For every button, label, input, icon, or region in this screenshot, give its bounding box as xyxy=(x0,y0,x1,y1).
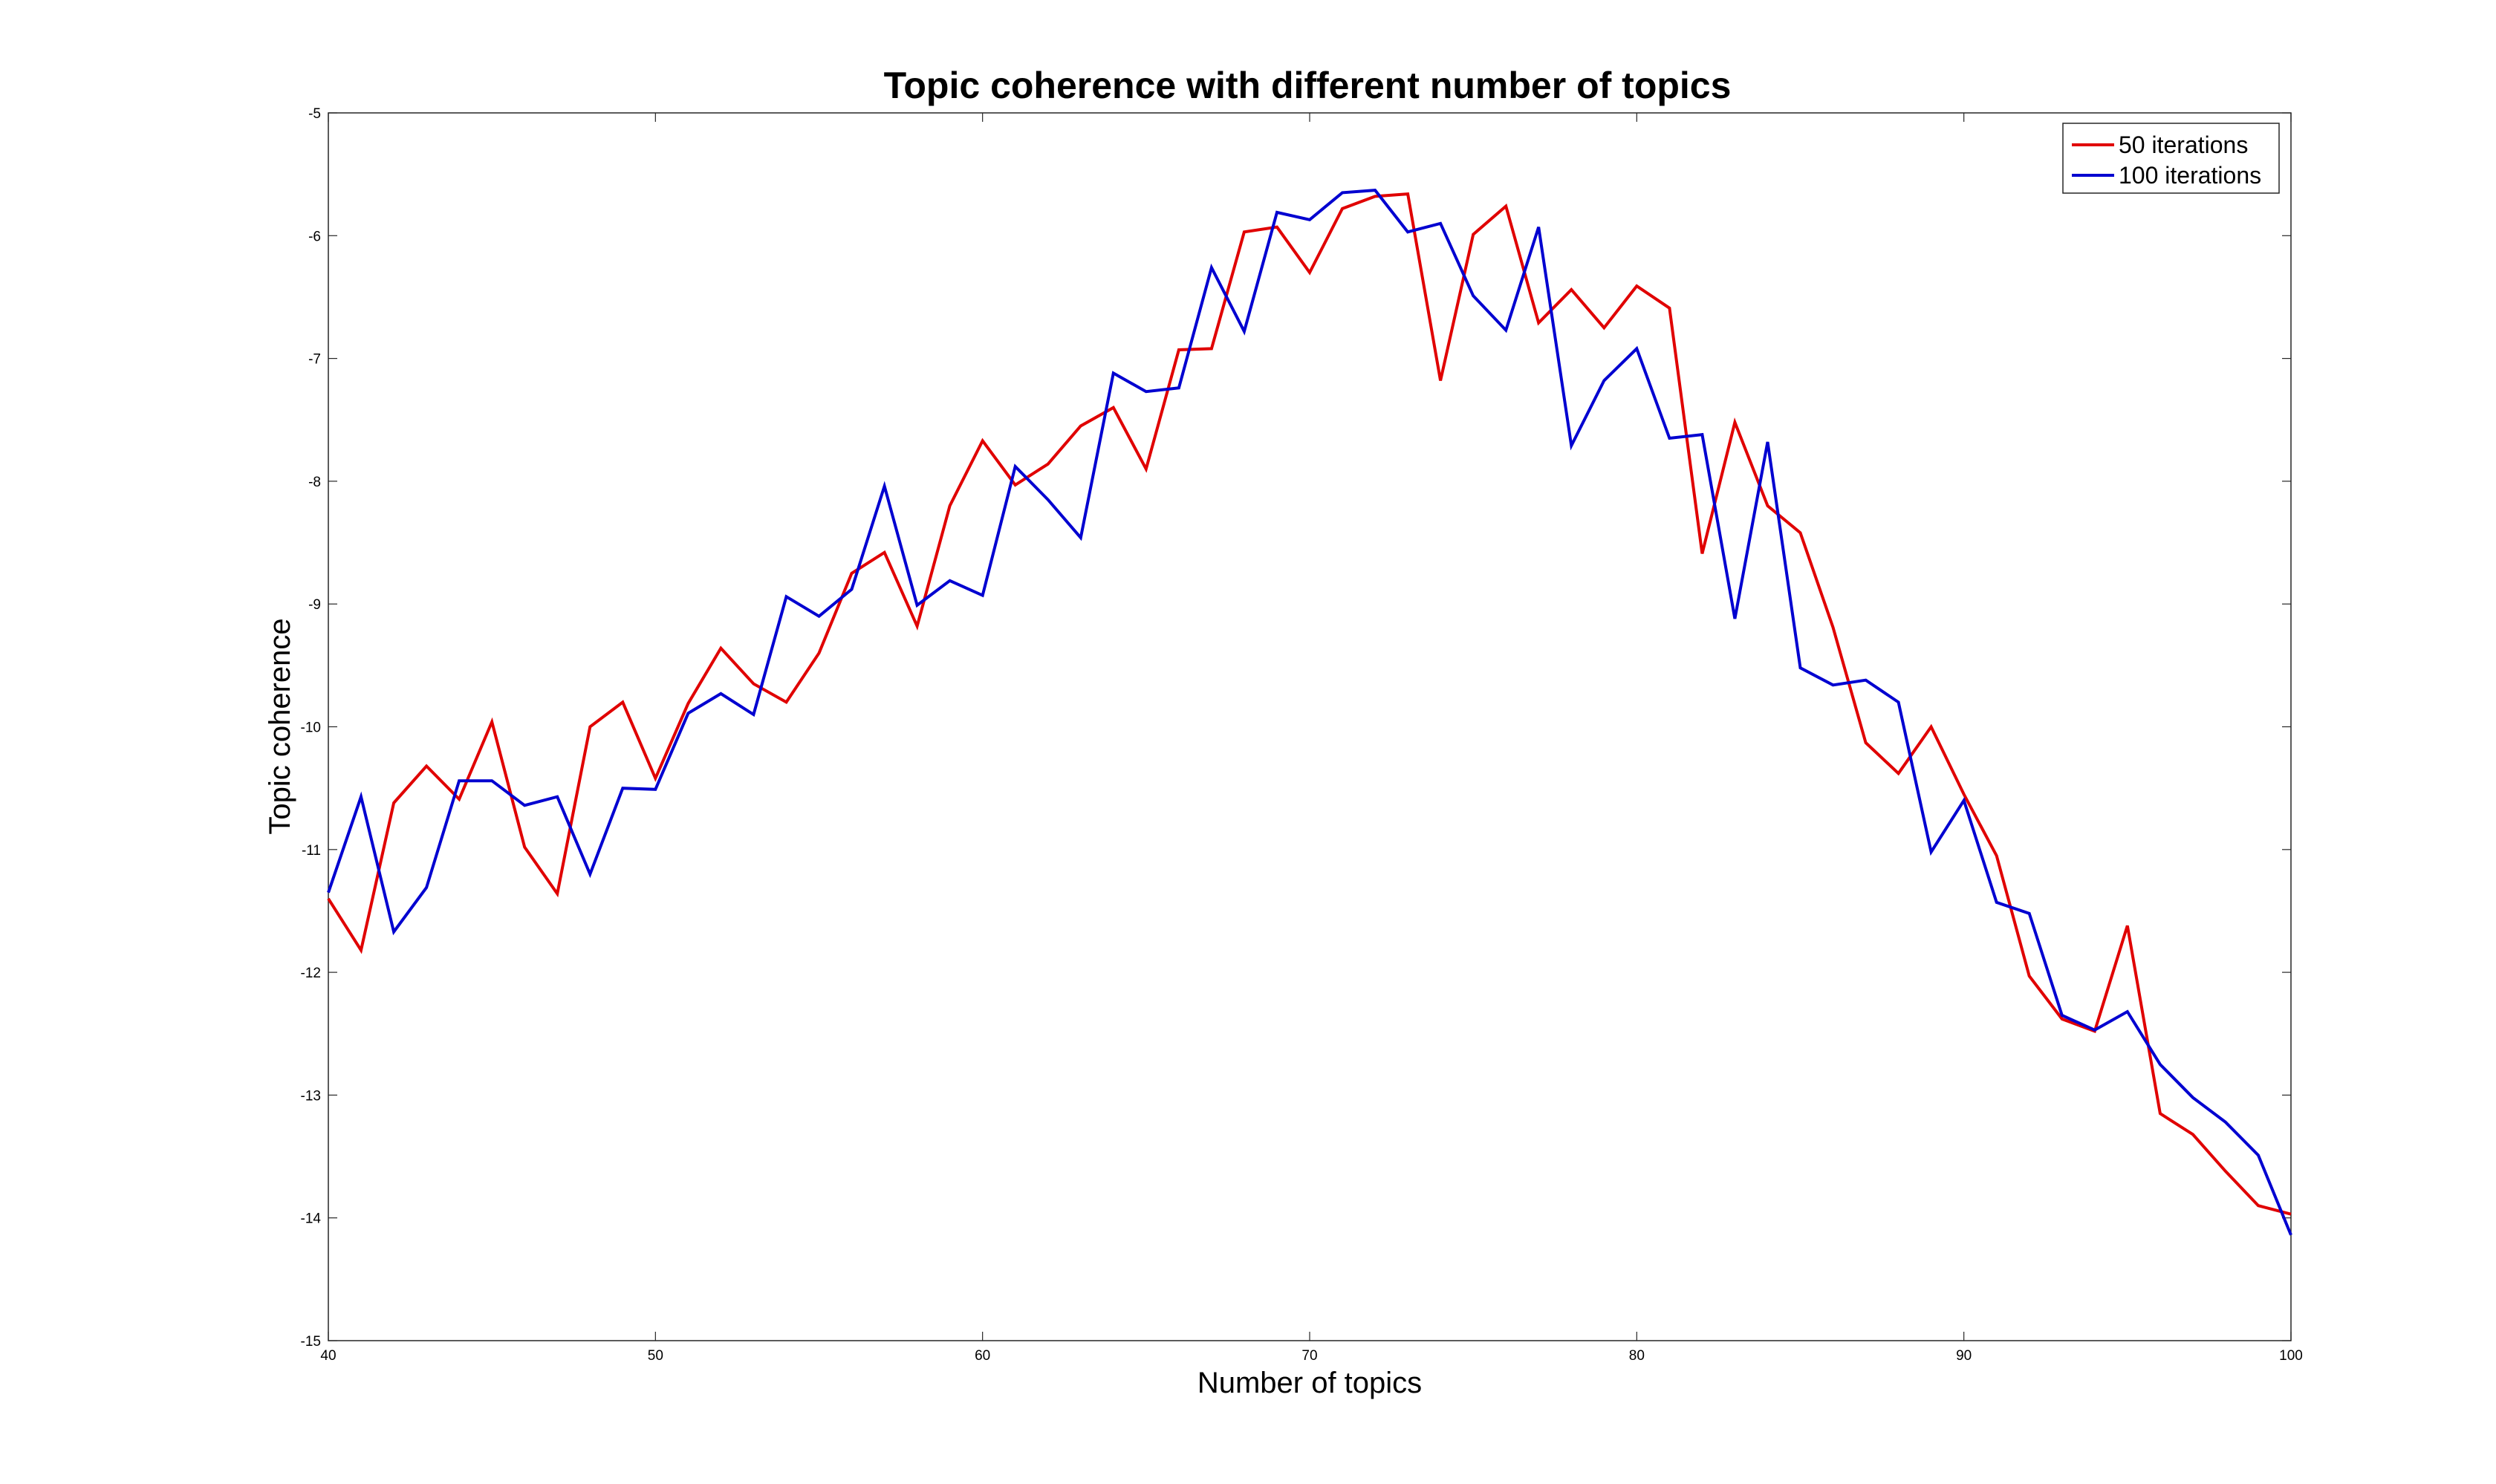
x-tick-label: 40 xyxy=(320,1348,336,1364)
y-axis-label: Topic coherence xyxy=(264,618,296,834)
x-tick-label: 50 xyxy=(648,1348,663,1364)
y-tick-label: -15 xyxy=(301,1334,321,1350)
x-tick-label: 60 xyxy=(975,1348,990,1364)
x-tick-label: 70 xyxy=(1301,1348,1317,1364)
y-tick-label: -11 xyxy=(302,843,321,859)
legend-label-50-iterations: 50 iterations xyxy=(2119,131,2248,158)
legend: 50 iterations 100 iterations xyxy=(2062,123,2280,194)
axis-ticks: 40 50 60 70 80 90 100 -15 -14 -13 -12 -11 -10 -9 -8 -7 -… xyxy=(301,106,2303,1364)
legend-label-100-iterations: 100 iterations xyxy=(2119,162,2261,189)
series-line-100-iterations xyxy=(327,189,2292,1236)
series-line-50-iterations xyxy=(327,192,2292,1216)
series-lines xyxy=(327,189,2292,1236)
y-tick-label: -14 xyxy=(301,1211,322,1227)
y-tick-label: -8 xyxy=(308,475,321,490)
x-axis-label: Number of topics xyxy=(1197,1367,1422,1399)
x-tick-label: 80 xyxy=(1629,1348,1645,1364)
y-tick-label: -13 xyxy=(301,1088,321,1104)
y-tick-label: -10 xyxy=(301,720,321,736)
y-tick-label: -7 xyxy=(308,352,321,368)
x-tick-label: 90 xyxy=(1956,1348,1972,1364)
chart-title: Topic coherence with different number of… xyxy=(884,65,1732,106)
y-tick-label: -5 xyxy=(308,106,321,122)
y-tick-label: -6 xyxy=(308,229,321,244)
plot-area xyxy=(328,112,2292,1341)
x-tick-label: 100 xyxy=(2279,1348,2303,1364)
y-tick-label: -12 xyxy=(301,966,321,981)
legend-box xyxy=(2062,123,2280,194)
y-tick-label: -9 xyxy=(308,597,321,613)
